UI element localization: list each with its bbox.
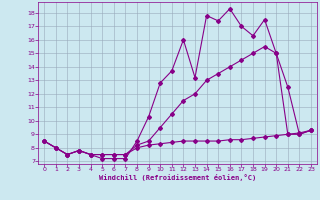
X-axis label: Windchill (Refroidissement éolien,°C): Windchill (Refroidissement éolien,°C) bbox=[99, 174, 256, 181]
